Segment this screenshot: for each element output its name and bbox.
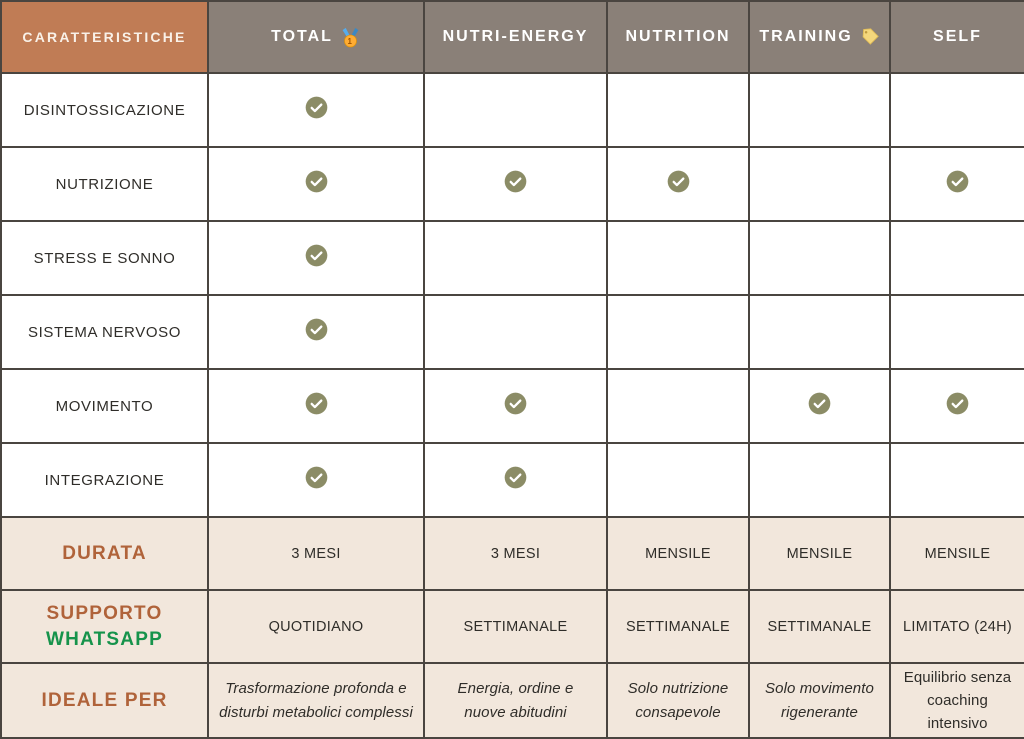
feature-label: DISINTOSSICAZIONE <box>0 72 209 148</box>
summary-value: 3 MESI <box>423 516 608 591</box>
check-cell <box>423 294 608 370</box>
check-icon <box>305 96 328 119</box>
feature-row-disintossicazione: DISINTOSSICAZIONE <box>0 72 1024 148</box>
check-cell <box>748 72 891 148</box>
check-icon <box>305 170 328 193</box>
summary-value: Solo movimento rigenerante <box>748 662 891 739</box>
check-cell <box>748 442 891 518</box>
summary-value: Equilibrio senza coaching intensivo <box>889 662 1024 739</box>
summary-value: SETTIMANALE <box>606 589 750 664</box>
summary-value: QUOTIDIANO <box>207 589 425 664</box>
check-cell <box>748 146 891 222</box>
check-cell <box>207 72 425 148</box>
feature-row-stress-e-sonno: STRESS E SONNO <box>0 220 1024 296</box>
check-cell <box>423 146 608 222</box>
summary-value: SETTIMANALE <box>748 589 891 664</box>
check-cell <box>423 220 608 296</box>
feature-label: NUTRIZIONE <box>0 146 209 222</box>
check-cell <box>889 146 1024 222</box>
check-icon <box>946 170 969 193</box>
check-cell <box>606 220 750 296</box>
check-cell <box>748 220 891 296</box>
check-cell <box>889 220 1024 296</box>
check-cell <box>606 294 750 370</box>
summary-label-supporto-whatsapp: SUPPORTO WHATSAPP <box>0 589 209 664</box>
check-cell <box>207 220 425 296</box>
feature-label: STRESS E SONNO <box>0 220 209 296</box>
check-icon <box>305 244 328 267</box>
feature-row-integrazione: INTEGRAZIONE <box>0 442 1024 518</box>
header-row: CARATTERISTICHE TOTAL 1 NUTRI-ENERGY NUT… <box>0 0 1024 74</box>
check-icon <box>504 392 527 415</box>
summary-value: SETTIMANALE <box>423 589 608 664</box>
feature-label: MOVIMENTO <box>0 368 209 444</box>
check-cell <box>423 368 608 444</box>
check-cell <box>889 368 1024 444</box>
summary-value: Solo nutrizione consapevole <box>606 662 750 739</box>
summary-value: LIMITATO (24H) <box>889 589 1024 664</box>
summary-label-line1: SUPPORTO <box>46 602 163 624</box>
column-header-caratteristiche: CARATTERISTICHE <box>0 0 209 74</box>
summary-row-supporto-whatsapp: SUPPORTO WHATSAPP QUOTIDIANO SETTIMANALE… <box>0 589 1024 664</box>
check-cell <box>207 368 425 444</box>
check-icon <box>667 170 690 193</box>
check-cell <box>889 294 1024 370</box>
summary-value: 3 MESI <box>207 516 425 591</box>
check-icon <box>808 392 831 415</box>
summary-label-durata: DURATA <box>0 516 209 591</box>
column-header-nutri-energy: NUTRI-ENERGY <box>423 0 608 74</box>
label-tag-icon <box>860 27 880 47</box>
check-cell <box>423 442 608 518</box>
check-cell <box>606 368 750 444</box>
check-cell <box>889 72 1024 148</box>
feature-row-movimento: MOVIMENTO <box>0 368 1024 444</box>
check-cell <box>606 442 750 518</box>
check-icon <box>305 466 328 489</box>
check-icon <box>504 466 527 489</box>
column-header-nutrition: NUTRITION <box>606 0 750 74</box>
feature-label: SISTEMA NERVOSO <box>0 294 209 370</box>
summary-value: Trasformazione profonda e disturbi metab… <box>207 662 425 739</box>
check-icon <box>305 318 328 341</box>
summary-value: MENSILE <box>889 516 1024 591</box>
summary-label-ideale-per: IDEALE PER <box>0 662 209 739</box>
column-header-training: TRAINING <box>748 0 891 74</box>
first-place-medal-icon: 1 <box>340 27 361 48</box>
check-icon <box>504 170 527 193</box>
check-cell <box>889 442 1024 518</box>
check-cell <box>606 146 750 222</box>
check-cell <box>748 368 891 444</box>
column-header-label: TRAINING <box>759 28 853 45</box>
check-icon <box>305 392 328 415</box>
check-cell <box>606 72 750 148</box>
feature-row-nutrizione: NUTRIZIONE <box>0 146 1024 222</box>
check-cell <box>748 294 891 370</box>
column-header-self: SELF <box>889 0 1024 74</box>
feature-row-sistema-nervoso: SISTEMA NERVOSO <box>0 294 1024 370</box>
check-cell <box>423 72 608 148</box>
check-icon <box>946 392 969 415</box>
summary-row-durata: DURATA 3 MESI 3 MESI MENSILE MENSILE MEN… <box>0 516 1024 591</box>
column-header-label: TOTAL <box>271 28 333 45</box>
feature-label: INTEGRAZIONE <box>0 442 209 518</box>
check-cell <box>207 442 425 518</box>
summary-value: MENSILE <box>748 516 891 591</box>
summary-row-ideale-per: IDEALE PER Trasformazione profonda e dis… <box>0 662 1024 739</box>
svg-text:1: 1 <box>347 36 353 45</box>
summary-value: Energia, ordine e nuove abitudini <box>423 662 608 739</box>
summary-value: MENSILE <box>606 516 750 591</box>
check-cell <box>207 294 425 370</box>
column-header-total: TOTAL 1 <box>207 0 425 74</box>
summary-label-line2: WHATSAPP <box>46 628 163 650</box>
check-cell <box>207 146 425 222</box>
